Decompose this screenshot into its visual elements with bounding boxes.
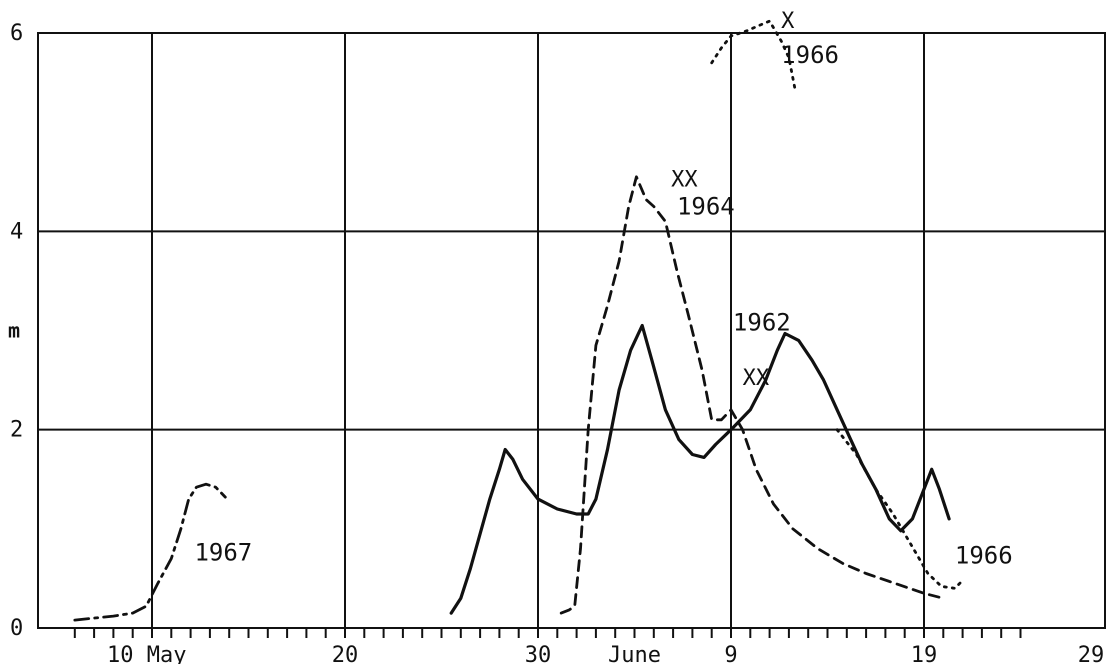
x-tick-label-0: 10 May	[107, 643, 186, 664]
labels-group: 10 May 20 30 June 9 19 29024619621964XX1966196…	[10, 9, 1104, 664]
series-1967-line	[73, 482, 227, 622]
grid	[38, 33, 1105, 628]
series-1966-label: 1966	[781, 41, 839, 69]
series-1966-marker-2: XX	[743, 366, 770, 391]
x-tick-label-6: 29	[1078, 643, 1105, 664]
series-1962-line	[449, 323, 951, 615]
y-tick-label-0: 0	[10, 616, 23, 641]
x-tick-label-2: 30	[525, 643, 552, 664]
series-1964-marker: XX	[671, 168, 698, 193]
series-1964-line	[559, 175, 945, 615]
x-tick-label-1: 20	[332, 643, 359, 664]
plot-frame	[37, 32, 1106, 629]
series-1966-marker: X	[781, 9, 795, 34]
series-1964-label: 1964	[677, 192, 735, 220]
x-minor-ticks	[73, 628, 1022, 638]
y-tick-label-3: 6	[10, 21, 23, 46]
y-tick-label-1: 2	[10, 418, 23, 443]
series-1967-label: 1967	[194, 539, 252, 567]
x-tick-label-4: 9	[724, 643, 737, 664]
y-tick-label-2: 4	[10, 219, 23, 244]
x-tick-label-3: June	[608, 643, 661, 664]
series-1962-label: 1962	[733, 309, 791, 337]
series-1966-line-a	[710, 19, 797, 89]
series-1966-label-2: 1966	[955, 542, 1013, 570]
y-axis-label: m	[8, 319, 20, 343]
series-1966-line-b	[835, 428, 964, 590]
x-tick-label-5: 19	[911, 643, 938, 664]
series-group	[73, 19, 964, 622]
